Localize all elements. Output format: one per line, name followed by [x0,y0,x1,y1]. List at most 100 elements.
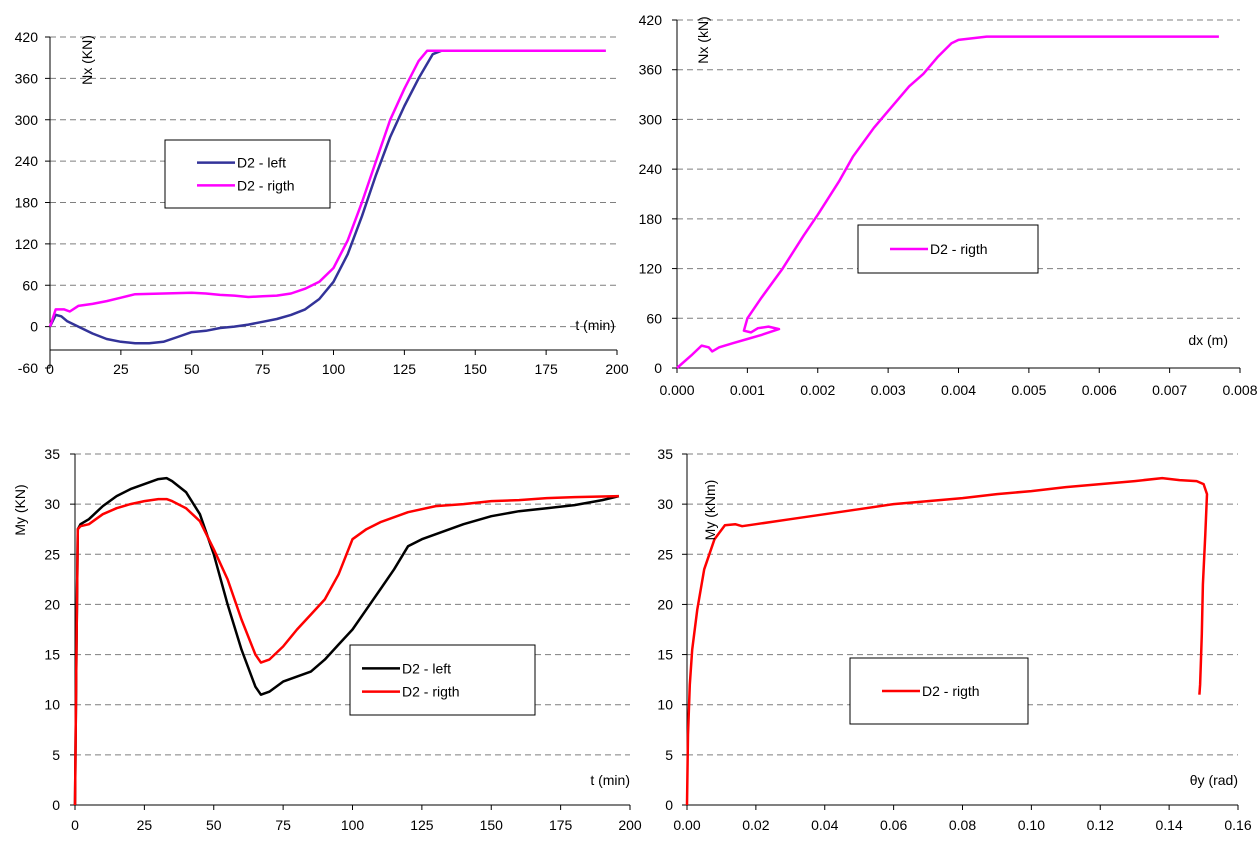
x-axis-title: t (min) [590,772,630,788]
y-tick-label: 60 [646,310,662,326]
series-line-d2-left [73,476,620,806]
x-tick-label: 0.004 [941,382,976,398]
legend-entry: D2 - rigth [922,683,980,699]
x-tick-label: 0.04 [811,817,838,833]
x-tick-label: 175 [534,361,558,377]
y-tick-label: 360 [639,62,663,78]
chart-panel-3: 0 5 10 15 20 25 30 35 0 25 50 75 100 125 150 175 200 t (m… [12,446,642,833]
legend-entry: D2 - rigth [402,684,460,700]
x-tick-label: 100 [341,817,365,833]
x-tick-label: 125 [393,361,417,377]
x-tick-label: 200 [605,361,629,377]
x-tick-label: 0.002 [800,382,835,398]
y-axis-title: Nx (kN) [695,16,711,63]
y-tick-label: 360 [15,70,39,86]
x-tick-label: 150 [464,361,488,377]
y-tick-label: 15 [657,647,673,663]
legend-box [857,224,1039,274]
x-tick-label: 200 [618,817,642,833]
x-tick-label: 125 [410,817,434,833]
y-tick-label: 10 [44,697,60,713]
y-tick-label: 180 [639,211,663,227]
y-tick-label: 30 [657,496,673,512]
x-tick-label: 0.003 [871,382,906,398]
y-tick-label: 5 [665,747,673,763]
y-tick-label: 240 [15,153,39,169]
x-axis-title: dx (m) [1188,332,1228,348]
legend-entry: D2 - left [402,660,451,676]
y-tick-label: 20 [657,596,673,612]
chart-panel-4: 0 5 10 15 20 25 30 35 0.00 0.02 0.04 0.06 0.08 0.10 0.… [657,446,1251,833]
y-axis-title: My (KN) [12,484,28,535]
y-tick-label: 180 [15,195,39,211]
series-line-d2-rigth [73,494,619,806]
legend-entry: D2 - rigth [930,241,988,257]
y-tick-label: 5 [52,747,60,763]
y-axis-title: My (kNm) [702,480,718,541]
x-tick-label: 25 [137,817,153,833]
x-tick-label: 0.00 [673,817,700,833]
x-axis-title: t (min) [575,317,615,333]
y-tick-label: -60 [18,360,38,376]
legend: D2 - left D2 - rigth [164,139,331,209]
y-tick-label: 15 [44,647,60,663]
x-axis-title: θy (rad) [1190,772,1238,788]
x-tick-label: 0.000 [659,382,694,398]
series-line-d2-rigth [685,476,1209,806]
x-tick-label: 0.06 [880,817,907,833]
x-tick-label: 0 [71,817,79,833]
y-tick-label: 300 [639,111,663,127]
y-tick-label: 25 [44,546,60,562]
x-tick-label: 100 [322,361,346,377]
y-tick-label: 420 [639,12,663,28]
series-line-d2-rigth [676,35,1219,369]
x-tick-label: 0.006 [1082,382,1117,398]
y-tick-label: 120 [639,261,663,277]
x-tick-label: 25 [113,361,129,377]
x-tick-label: 175 [549,817,573,833]
x-tick-label: 75 [275,817,291,833]
y-tick-label: 20 [44,596,60,612]
legend-box [849,657,1029,725]
legend: D2 - rigth [849,657,1029,725]
y-tick-label: 300 [15,112,39,128]
x-tick-label: 0.008 [1222,382,1257,398]
x-tick-label: 0.08 [949,817,976,833]
y-tick-label: 0 [665,797,673,813]
x-tick-label: 50 [206,817,222,833]
x-tick-label: 75 [255,361,271,377]
y-tick-label: 35 [657,446,673,462]
y-tick-label: 240 [639,161,663,177]
y-tick-label: 25 [657,546,673,562]
x-tick-label: 0.02 [742,817,769,833]
y-tick-label: 0 [52,797,60,813]
series-line-d2-left [48,49,606,345]
y-tick-label: 35 [44,446,60,462]
x-tick-label: 0.12 [1087,817,1114,833]
x-tick-label: 0.10 [1018,817,1045,833]
legend-entry: D2 - left [237,155,286,171]
legend: D2 - left D2 - rigth [349,644,536,716]
x-tick-label: 0.16 [1224,817,1251,833]
x-tick-label: 0.001 [730,382,765,398]
y-axis-title: Nx (KN) [79,35,95,85]
legend: D2 - rigth [857,224,1039,274]
legend-box [349,644,536,716]
y-tick-label: 420 [15,29,39,45]
y-tick-label: 60 [22,277,38,293]
x-tick-label: 0 [46,361,54,377]
chart-panel-2: 0 60 120 180 240 300 360 420 0.000 0.001 0.002 0.00… [639,12,1258,398]
legend-box [164,139,331,209]
y-tick-label: 0 [30,319,38,335]
y-tick-label: 120 [15,236,39,252]
y-tick-label: 30 [44,496,60,512]
x-tick-label: 150 [480,817,504,833]
chart-panel-1: -60 0 60 120 180 240 300 360 420 0 25 50 75 100 125 150… [15,29,629,377]
x-tick-label: 50 [184,361,200,377]
x-tick-label: 0.005 [1011,382,1046,398]
x-tick-label: 0.14 [1156,817,1183,833]
y-tick-label: 10 [657,697,673,713]
legend-entry: D2 - rigth [237,177,295,193]
